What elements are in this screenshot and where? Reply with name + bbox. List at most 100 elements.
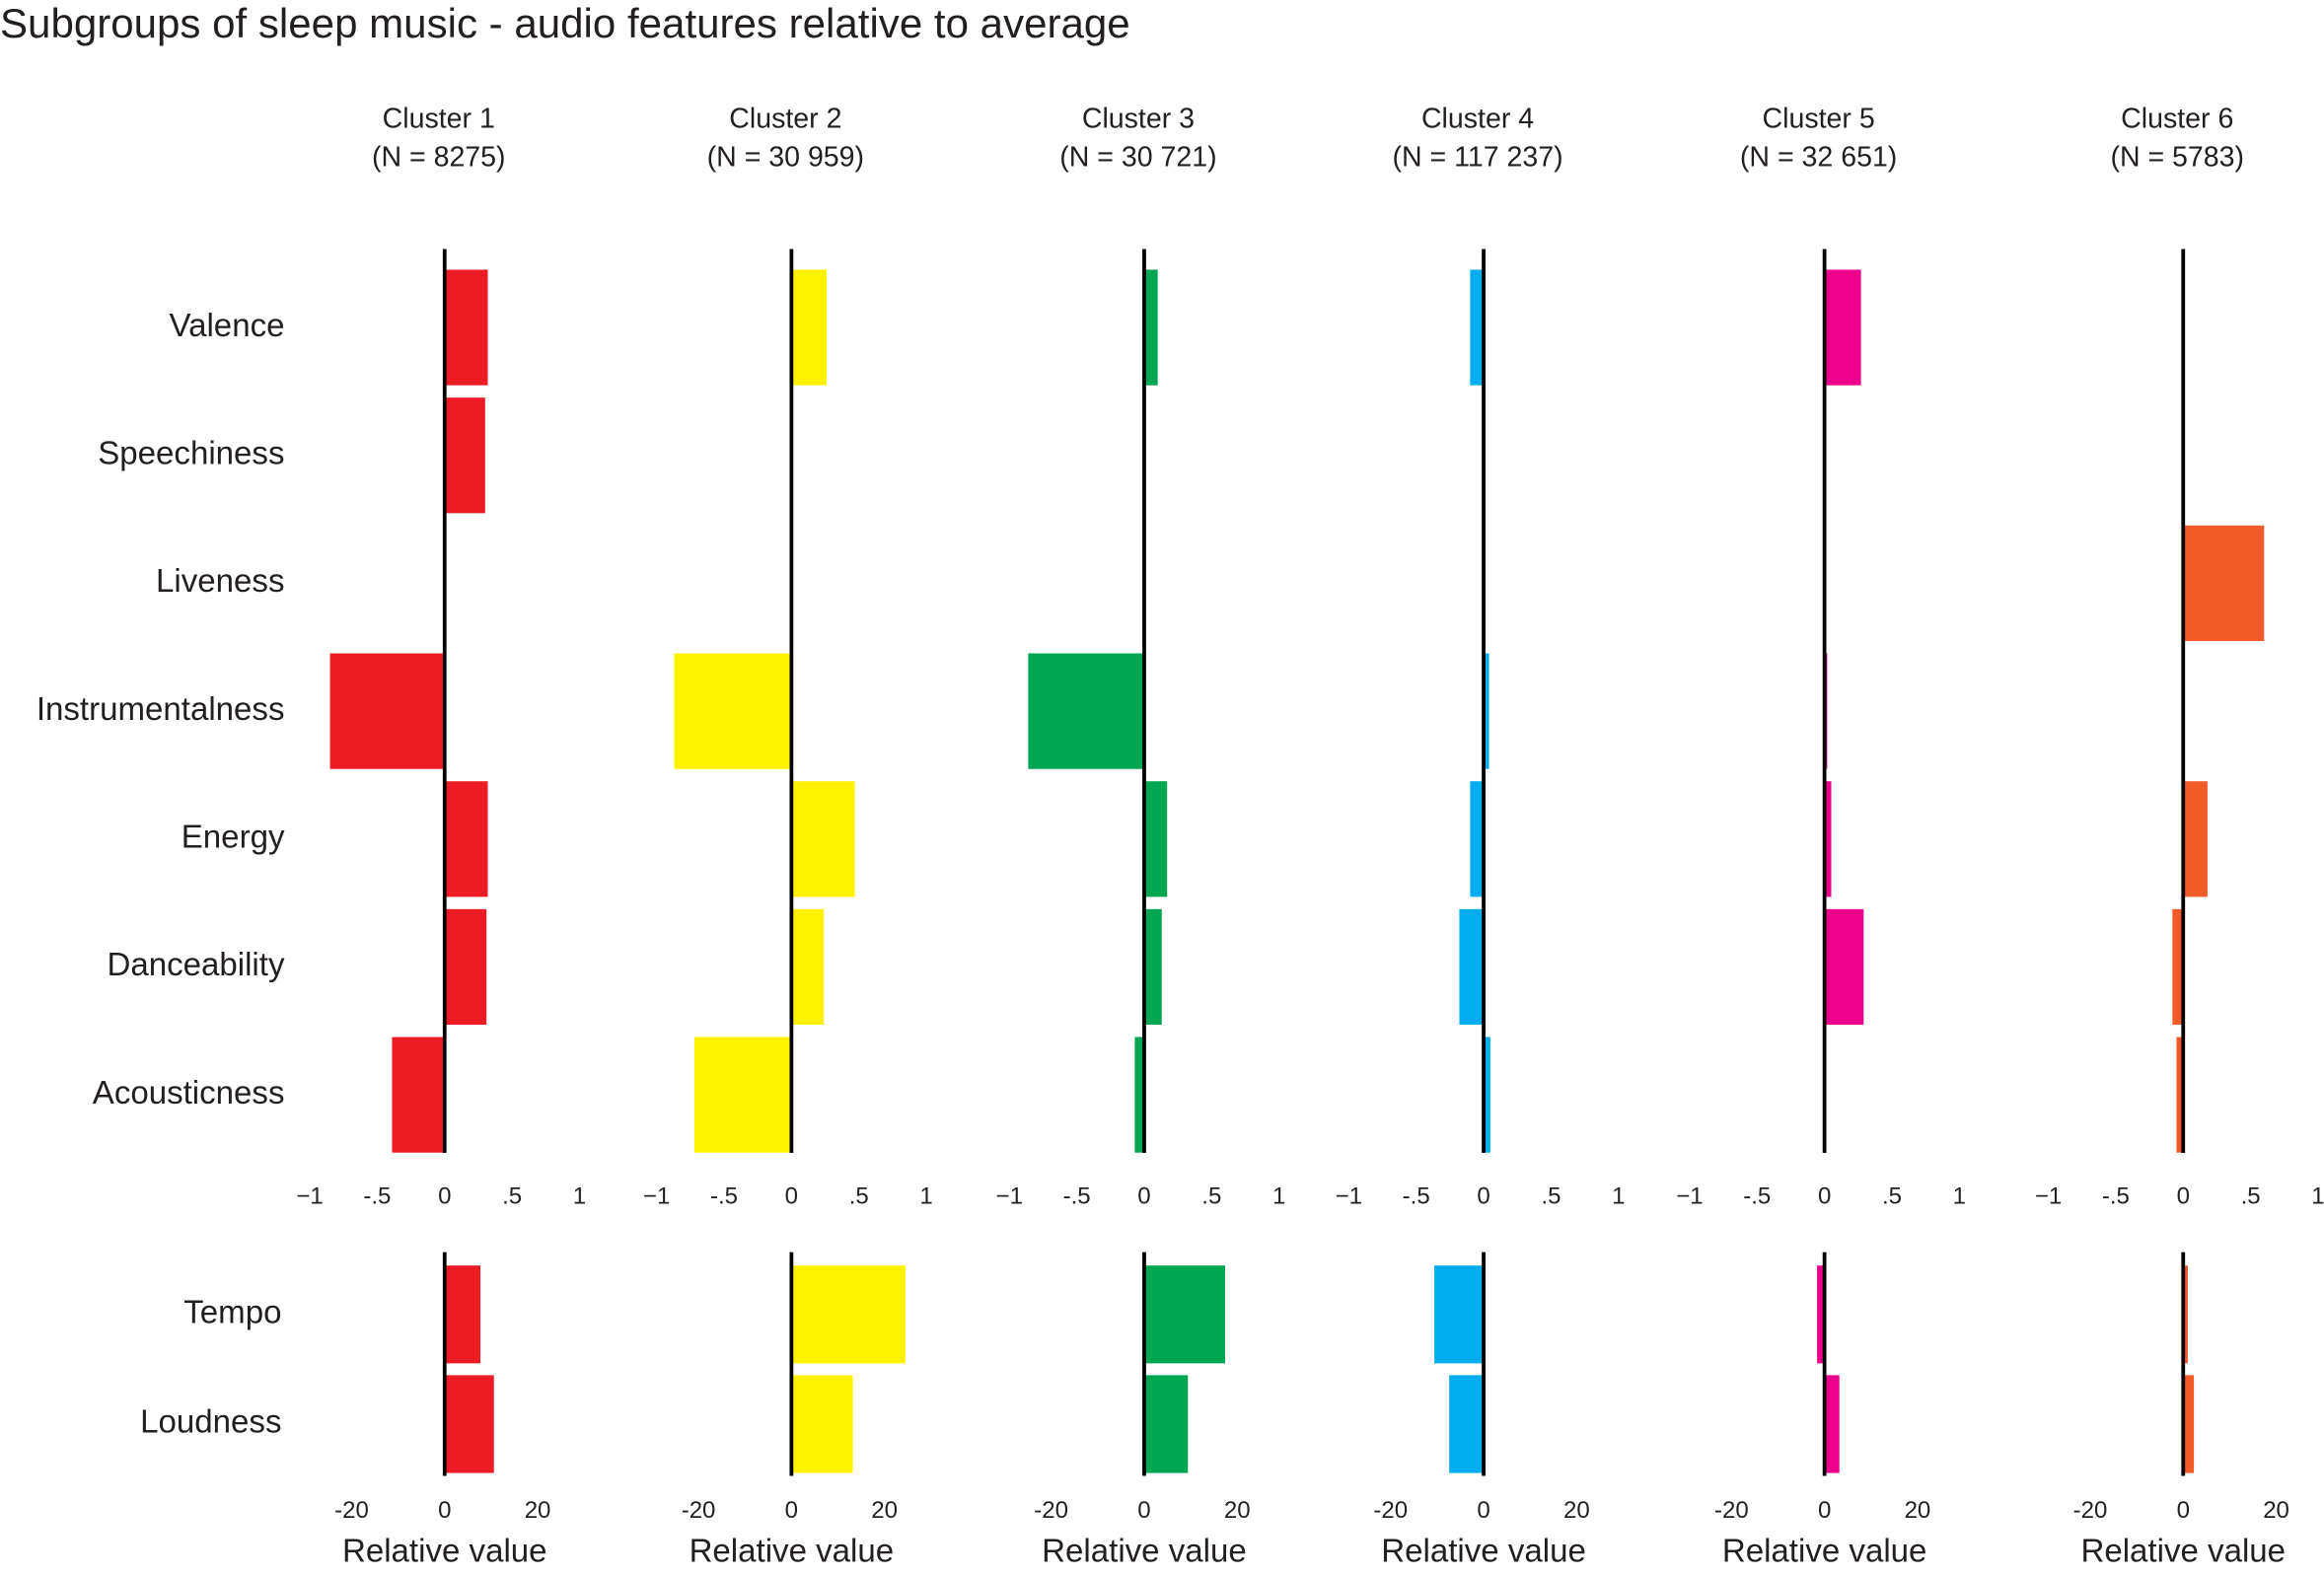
bar (2172, 908, 2184, 1026)
category-label: Loudness (140, 1404, 281, 1441)
x-tick-label: 1 (919, 1182, 932, 1209)
x-tick-label: 20 (2263, 1497, 2289, 1524)
x-tick-label: −1 (1676, 1182, 1703, 1209)
x-tick-label: -20 (1034, 1497, 1068, 1524)
bar (329, 653, 445, 769)
category-label: Speechiness (98, 435, 284, 471)
category-label: Liveness (156, 563, 284, 600)
bar (693, 1037, 792, 1153)
bar (2183, 1375, 2195, 1473)
x-tick-label: 20 (1224, 1497, 1251, 1524)
x-tick-label: 1 (573, 1182, 586, 1209)
bar (392, 1037, 445, 1153)
category-label: Danceability (107, 947, 284, 983)
x-tick-label: -.5 (363, 1182, 391, 1209)
bar (1824, 1375, 1840, 1473)
x-tick-label: −1 (1336, 1182, 1362, 1209)
bar (1484, 653, 1489, 769)
panel-title: Cluster 4 (1421, 103, 1534, 134)
x-axis-label: Relative value (2080, 1533, 2286, 1569)
x-tick-label: -.5 (1063, 1182, 1091, 1209)
x-axis-label: Relative value (342, 1533, 547, 1569)
x-tick-label: 20 (1905, 1497, 1931, 1524)
x-tick-label: −1 (996, 1182, 1023, 1209)
category-label: Instrumentalness (36, 691, 285, 728)
x-tick-label: -20 (1373, 1497, 1408, 1524)
bar (1824, 781, 1832, 897)
x-tick-label: .5 (849, 1182, 869, 1209)
bar (791, 1265, 906, 1364)
x-tick-label: .5 (1201, 1182, 1221, 1209)
x-tick-label: -20 (2073, 1497, 2108, 1524)
x-tick-label: −1 (296, 1182, 323, 1209)
x-tick-label: 0 (1818, 1182, 1831, 1209)
bar (1817, 1265, 1825, 1364)
panel-title: Cluster 2 (729, 103, 841, 134)
bar (1143, 1375, 1189, 1473)
bar (444, 1265, 481, 1364)
x-tick-label: 0 (1818, 1497, 1831, 1524)
x-tick-label: 1 (1272, 1182, 1285, 1209)
x-tick-label: 0 (1477, 1497, 1489, 1524)
bar (1143, 781, 1168, 897)
x-tick-label: -.5 (710, 1182, 738, 1209)
x-tick-label: 0 (1137, 1497, 1150, 1524)
bar (1434, 1265, 1485, 1364)
category-label: Energy (182, 819, 285, 855)
x-tick-label: -.5 (1743, 1182, 1771, 1209)
x-tick-label: .5 (1882, 1182, 1902, 1209)
x-tick-label: -.5 (1403, 1182, 1430, 1209)
panel-subtitle: (N = 30 721) (1059, 141, 1216, 173)
bar (444, 781, 488, 897)
x-axis-label: Relative value (1042, 1533, 1247, 1569)
bar (2183, 525, 2265, 642)
bar (791, 908, 825, 1026)
x-tick-label: -.5 (2102, 1182, 2130, 1209)
bar (1134, 1037, 1144, 1153)
x-tick-label: -20 (682, 1497, 716, 1524)
bar (791, 1375, 853, 1473)
panel-subtitle: (N = 32 651) (1740, 141, 1897, 173)
panel-subtitle: (N = 117 237) (1392, 141, 1562, 173)
x-tick-label: .5 (2241, 1182, 2261, 1209)
x-tick-label: 0 (785, 1497, 798, 1524)
bar (791, 781, 855, 897)
bar (1143, 269, 1158, 386)
category-label: Tempo (183, 1295, 281, 1331)
x-tick-label: 0 (1477, 1182, 1489, 1209)
bar (1143, 908, 1162, 1026)
bar (1459, 908, 1485, 1026)
x-tick-label: 0 (438, 1497, 451, 1524)
bar (444, 397, 485, 514)
panel-subtitle: (N = 30 959) (707, 141, 864, 173)
x-tick-label: 0 (2177, 1497, 2190, 1524)
panel-title: Cluster 3 (1082, 103, 1195, 134)
x-axis-label: Relative value (690, 1533, 895, 1569)
x-tick-label: 1 (1612, 1182, 1625, 1209)
bar (791, 269, 827, 386)
x-tick-label: .5 (502, 1182, 522, 1209)
panel-title: Cluster 1 (383, 103, 495, 134)
x-tick-label: 0 (438, 1182, 451, 1209)
x-tick-label: 20 (1563, 1497, 1590, 1524)
category-label: Valence (170, 308, 285, 344)
x-tick-label: 1 (2311, 1182, 2324, 1209)
chart-title: Subgroups of sleep music - audio feature… (0, 0, 1130, 46)
bar (1449, 1375, 1485, 1473)
bar (2183, 1265, 2188, 1364)
x-tick-label: 0 (1137, 1182, 1150, 1209)
x-tick-label: -20 (1714, 1497, 1749, 1524)
bar (1470, 781, 1485, 897)
x-tick-label: -20 (334, 1497, 369, 1524)
x-axis-label: Relative value (1722, 1533, 1927, 1569)
x-tick-label: .5 (1541, 1182, 1561, 1209)
x-tick-label: 20 (871, 1497, 898, 1524)
x-tick-label: 0 (2177, 1182, 2190, 1209)
bar (444, 1375, 494, 1473)
bar (1028, 653, 1144, 769)
panel-title: Cluster 6 (2121, 103, 2233, 134)
bar (1824, 908, 1864, 1026)
x-axis-label: Relative value (1381, 1533, 1586, 1569)
x-tick-label: −1 (2035, 1182, 2062, 1209)
